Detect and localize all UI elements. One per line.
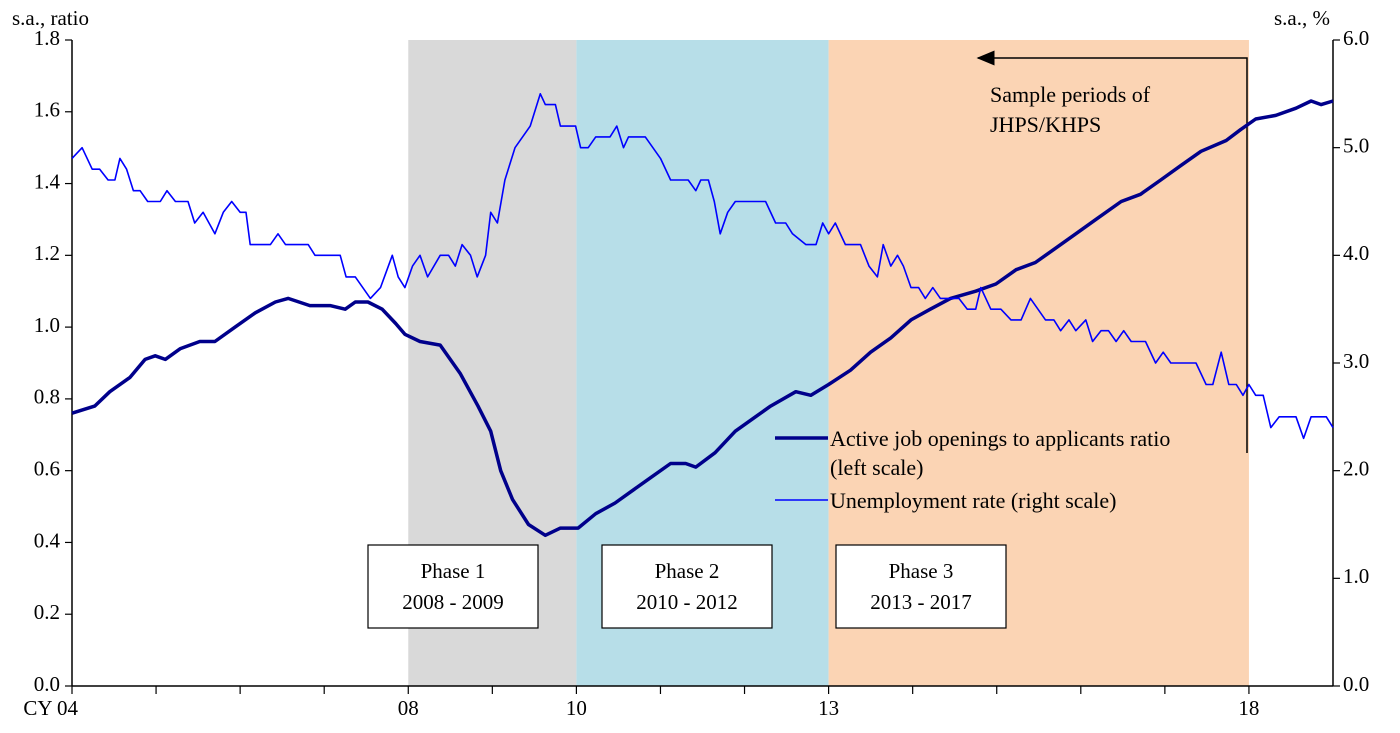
series-line — [71, 99, 1334, 538]
y-tick-label: 0.6 — [34, 456, 60, 480]
legend-label: Active job openings to applicants ratio … — [830, 426, 1171, 480]
phase-years: 2008 - 2009 — [402, 590, 504, 614]
phase-label: Phase 1 — [421, 559, 486, 583]
x-tick-label: CY 04 — [23, 696, 78, 720]
phase-box — [367, 544, 539, 629]
legend-label: Unemployment rate (right scale) — [830, 488, 1117, 513]
y2-tick-label: 4.0 — [1343, 241, 1369, 265]
y2-tick-label: 5.0 — [1343, 133, 1369, 157]
phase-label: Phase 3 — [889, 559, 954, 583]
phase-years: 2010 - 2012 — [636, 590, 738, 614]
phase-years: 2013 - 2017 — [870, 590, 972, 614]
y-tick-label: 0.0 — [34, 672, 60, 696]
legend-swatch — [775, 436, 828, 440]
x-tick-label: 18 — [1238, 696, 1259, 720]
legend-entry: Active job openings to applicants ratio … — [775, 424, 1210, 482]
y2-tick-label: 0.0 — [1343, 672, 1369, 696]
x-tick-label: 10 — [566, 696, 587, 720]
y-tick-label: 0.2 — [34, 600, 60, 624]
y-tick-label: 1.0 — [34, 313, 60, 337]
y-axis-label: s.a., ratio — [12, 6, 89, 30]
y2-tick-label: 2.0 — [1343, 456, 1369, 480]
y2-axis-label: s.a., % — [1274, 6, 1330, 30]
y-tick-label: 0.8 — [34, 385, 60, 409]
legend-entry: Unemployment rate (right scale) — [775, 486, 1210, 515]
y-tick-label: 1.2 — [34, 241, 60, 265]
legend: Active job openings to applicants ratio … — [775, 424, 1210, 519]
x-tick-label: 13 — [818, 696, 839, 720]
y-tick-label: 0.4 — [34, 528, 61, 552]
annotation: Sample periods of JHPS/KHPS — [990, 82, 1151, 137]
y-tick-label: 1.8 — [34, 26, 60, 50]
y2-tick-label: 3.0 — [1343, 349, 1369, 373]
phase-box — [835, 544, 1007, 629]
series-line — [71, 93, 1334, 440]
legend-swatch — [775, 499, 828, 501]
phase-label: Phase 2 — [655, 559, 720, 583]
y2-tick-label: 6.0 — [1343, 26, 1369, 50]
x-tick-label: 08 — [398, 696, 419, 720]
y-tick-label: 1.6 — [34, 98, 60, 122]
phase-box — [601, 544, 773, 629]
y2-tick-label: 1.0 — [1343, 564, 1369, 588]
y-tick-label: 1.4 — [34, 169, 61, 193]
annotation-arrow — [976, 50, 1248, 453]
